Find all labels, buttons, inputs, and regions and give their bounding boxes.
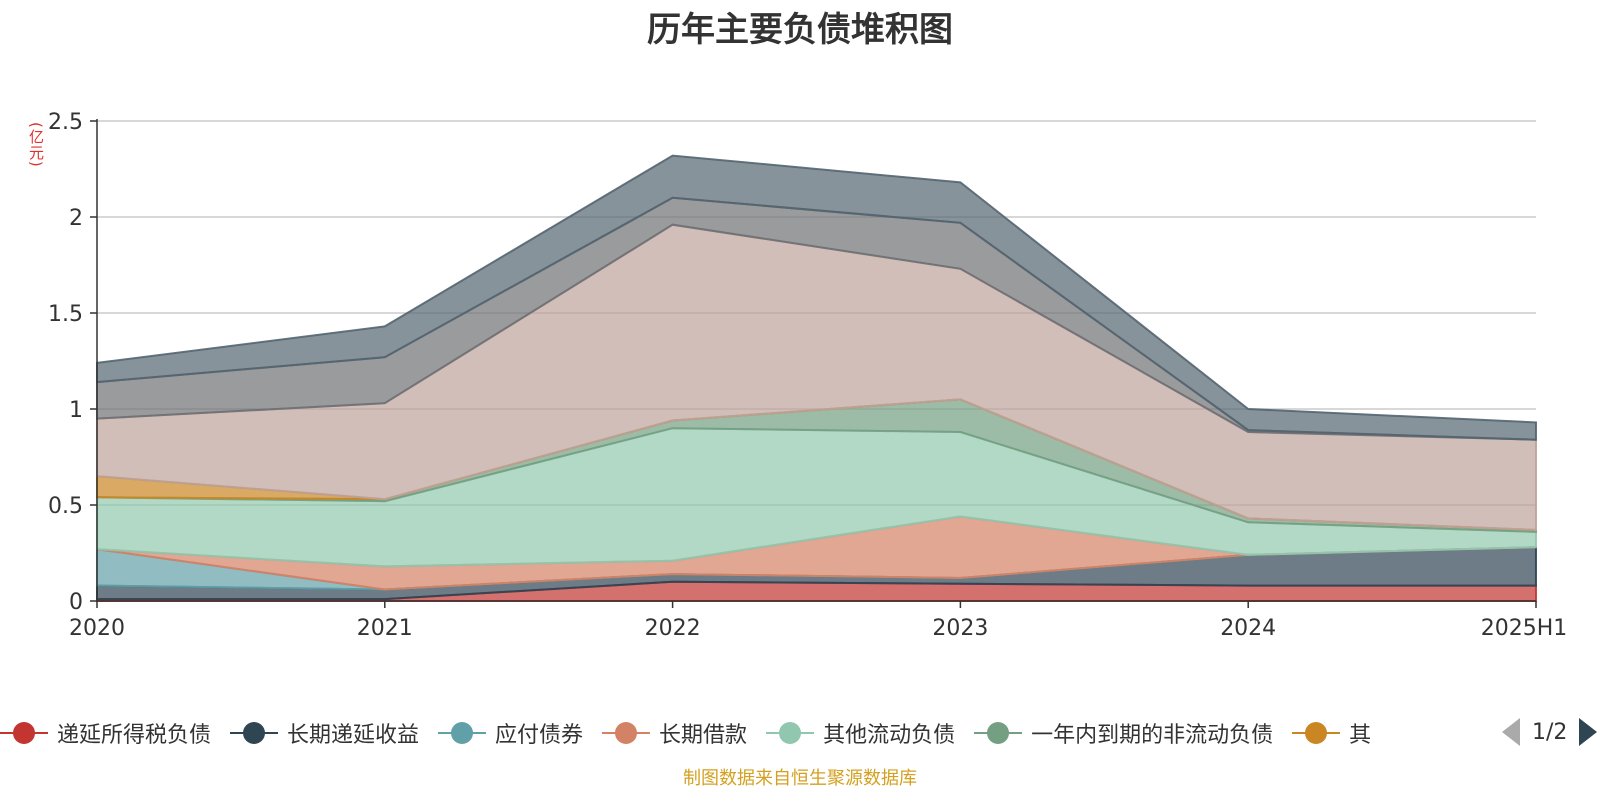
legend-pager: 1/2	[1502, 718, 1598, 746]
legend: 递延所得税负债 长期递延收益 应付债券 长期借款 其他流动负债 一年内到期的非流动负债 其	[0, 715, 1600, 751]
legend-page-indicator: 1/2	[1532, 719, 1568, 745]
legend-item[interactable]: 应付债券	[438, 717, 583, 749]
y-tick-label: 2.5	[48, 110, 83, 135]
legend-label: 应付债券	[495, 723, 584, 748]
y-tick-label: 1	[69, 398, 83, 423]
legend-marker	[1292, 721, 1341, 745]
x-tick-label: 2020	[69, 616, 125, 641]
legend-item[interactable]: 其他流动负债	[766, 717, 955, 749]
y-tick-label: 0.5	[48, 494, 83, 519]
legend-label: 长期借款	[659, 723, 748, 748]
legend-marker	[602, 721, 651, 745]
x-tick-label: 2023	[932, 616, 988, 641]
x-tick-label: 2025H1	[1481, 616, 1568, 641]
legend-marker	[438, 721, 487, 745]
legend-item[interactable]: 长期递延收益	[230, 717, 419, 749]
legend-label: 其	[1349, 723, 1372, 748]
legend-label: 递延所得税负债	[57, 723, 212, 748]
y-axis-unit-label: (亿元)	[27, 122, 45, 168]
x-tick-label: 2024	[1220, 616, 1276, 641]
legend-marker	[974, 721, 1023, 745]
legend-label: 长期递延收益	[287, 723, 420, 748]
x-tick-label: 2022	[645, 616, 701, 641]
legend-item[interactable]: 一年内到期的非流动负债	[974, 717, 1273, 749]
legend-label: 一年内到期的非流动负债	[1031, 723, 1274, 748]
legend-marker	[766, 721, 815, 745]
legend-item[interactable]: 其	[1292, 717, 1371, 749]
y-tick-label: 1.5	[48, 302, 83, 327]
legend-item[interactable]: 长期借款	[602, 717, 747, 749]
legend-prev-page-button[interactable]	[1502, 718, 1520, 746]
y-tick-label: 0	[69, 590, 83, 615]
legend-marker	[230, 721, 279, 745]
legend-next-page-button[interactable]	[1579, 718, 1598, 746]
source-note: 制图数据来自恒生聚源数据库	[683, 768, 917, 789]
area-series-9[interactable]	[96, 154, 1537, 441]
legend-item[interactable]: 递延所得税负债	[0, 717, 211, 749]
x-tick-label: 2021	[357, 616, 413, 641]
legend-marker	[0, 721, 48, 745]
axis-layer: 0 0.5 1 1.5 2 2.5 2020 2021 2022 2023 2024 2025H1	[48, 110, 1567, 641]
chart-title: 历年主要负债堆积图	[647, 10, 953, 50]
y-tick-label: 2	[69, 206, 83, 231]
legend-label: 其他流动负债	[823, 723, 956, 748]
area-layer	[96, 154, 1537, 602]
